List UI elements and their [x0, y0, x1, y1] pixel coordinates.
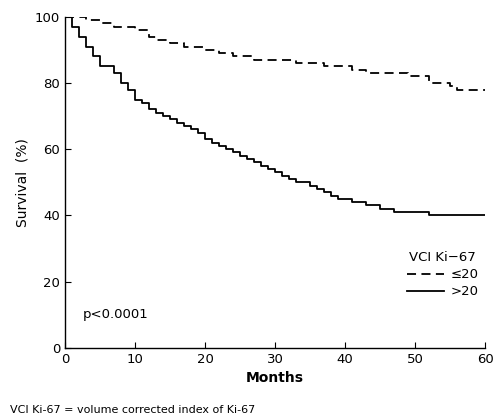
Text: VCI Ki-67 = volume corrected index of Ki-67: VCI Ki-67 = volume corrected index of Ki… [10, 405, 256, 415]
X-axis label: Months: Months [246, 371, 304, 385]
Text: p<0.0001: p<0.0001 [82, 308, 148, 321]
Y-axis label: Survival  (%): Survival (%) [16, 138, 30, 227]
Legend: ≤20, >20: ≤20, >20 [407, 251, 478, 298]
